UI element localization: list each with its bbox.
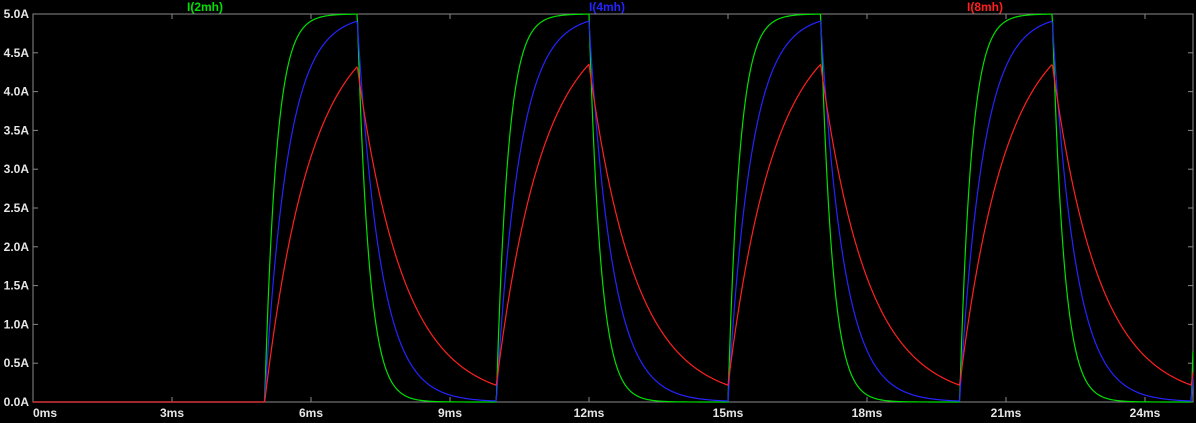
x-axis-label: 21ms — [991, 406, 1022, 420]
x-axis-label: 3ms — [160, 406, 184, 420]
x-axis-label: 0ms — [33, 406, 57, 420]
trace-i-4mh — [33, 20, 1194, 403]
x-axis-label: 6ms — [299, 406, 323, 420]
y-axis-label: 1.0A — [4, 317, 30, 331]
legend-trace-2mh: I(2mh) — [187, 0, 223, 14]
legend-trace-4mh: I(4mh) — [589, 0, 625, 14]
y-axis-label: 3.0A — [4, 162, 30, 176]
trace-legend: I(2mh) I(4mh) I(8mh) — [0, 1, 1196, 14]
x-axis-label: 9ms — [438, 406, 462, 420]
y-axis-label: 1.5A — [4, 279, 30, 293]
y-axis-label: 2.5A — [4, 201, 30, 215]
x-axis-label: 24ms — [1130, 406, 1161, 420]
y-axis-label: 0.5A — [4, 356, 30, 370]
trace-i-2mh — [33, 13, 1194, 403]
x-axis-label: 15ms — [713, 406, 744, 420]
y-axis-label: 3.5A — [4, 123, 30, 137]
y-axis-label: 5.0A — [4, 7, 30, 21]
y-axis-label: 0.0A — [4, 395, 30, 409]
x-axis-label: 18ms — [852, 406, 883, 420]
y-axis-label: 4.5A — [4, 46, 30, 60]
y-axis-label: 4.0A — [4, 85, 30, 99]
y-axis-label: 2.0A — [4, 240, 30, 254]
trace-i-8mh — [33, 63, 1194, 403]
x-axis-label: 12ms — [574, 406, 605, 420]
plot-border — [32, 13, 1194, 403]
legend-trace-8mh: I(8mh) — [967, 0, 1003, 14]
